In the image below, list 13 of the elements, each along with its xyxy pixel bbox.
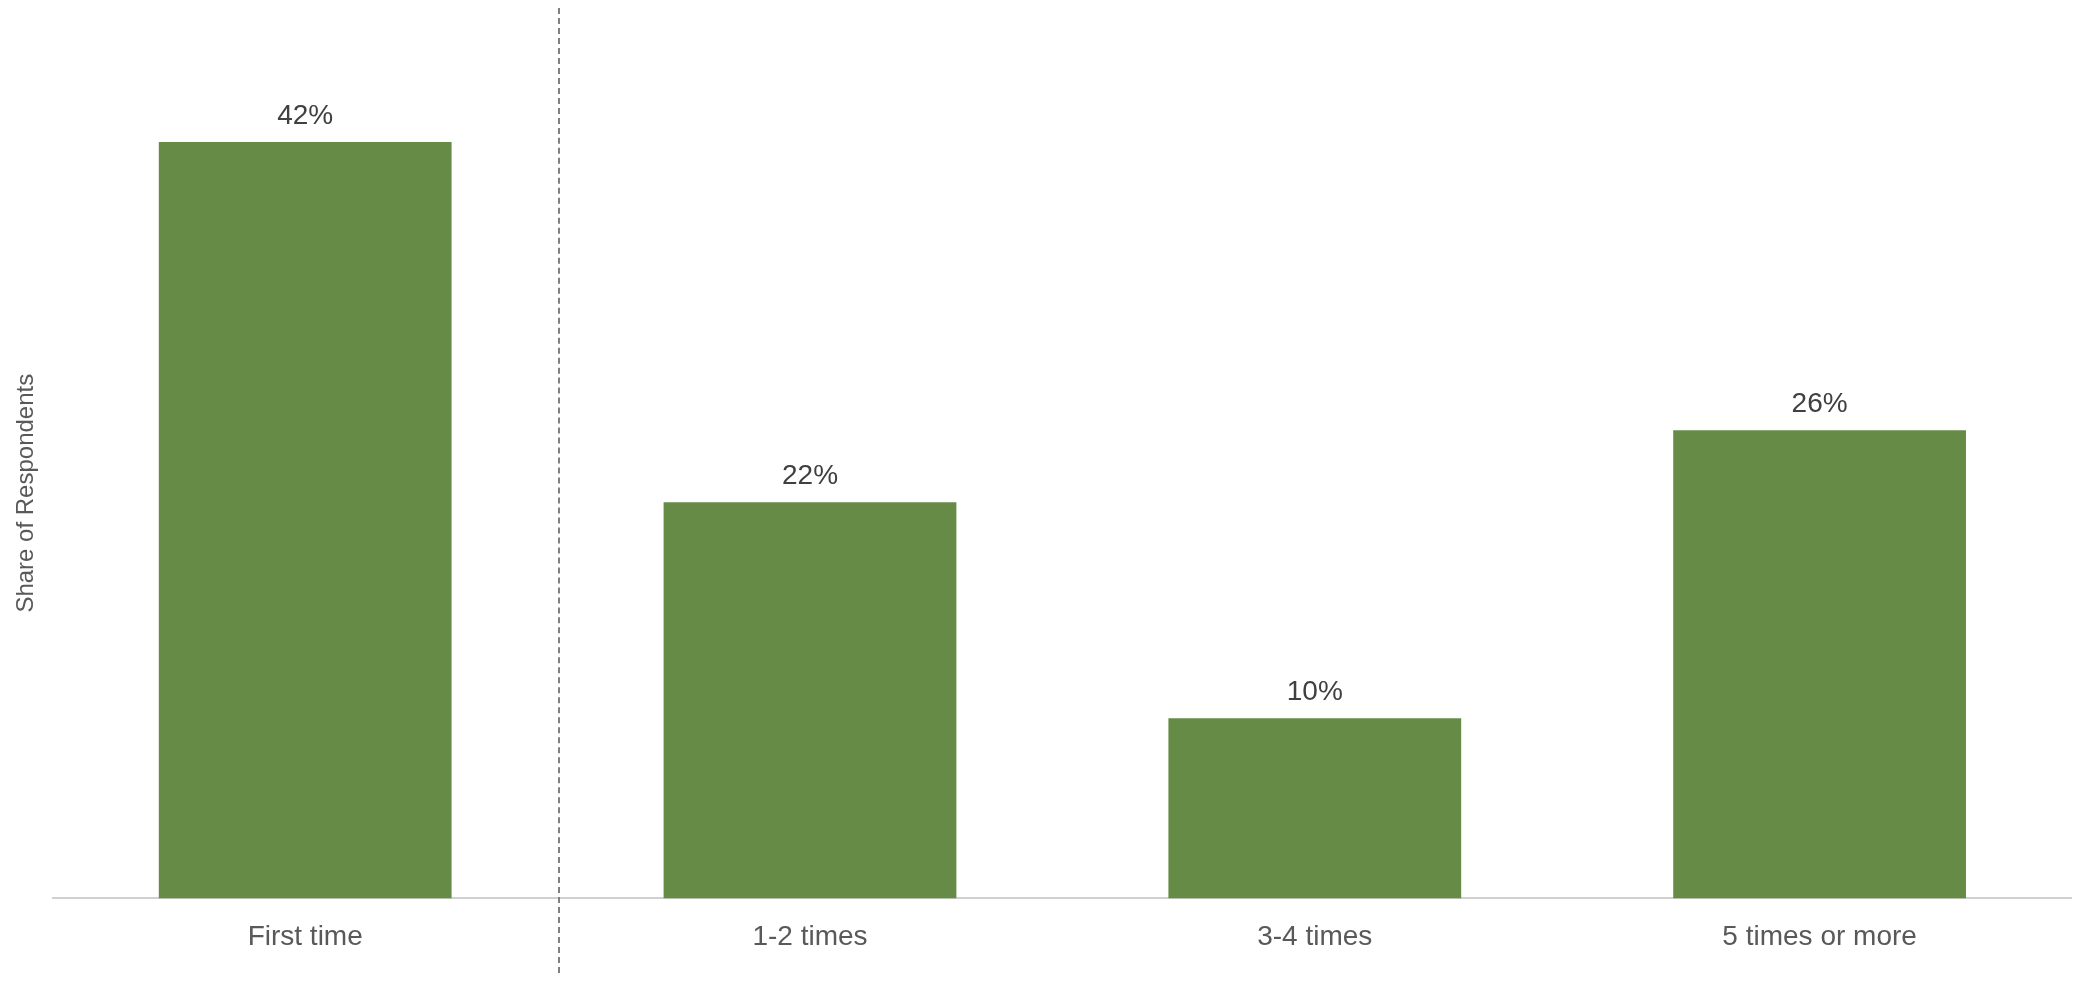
bar xyxy=(1673,430,1966,899)
y-axis-title: Share of Respondents xyxy=(11,373,39,613)
data-label: 10% xyxy=(1286,675,1343,707)
data-label: 26% xyxy=(1791,386,1848,418)
data-label: 42% xyxy=(277,98,334,130)
x-tick-label: First time xyxy=(247,919,363,951)
bar xyxy=(1168,718,1462,899)
bar xyxy=(158,142,452,899)
bar xyxy=(663,502,957,899)
x-tick-label: 1-2 times xyxy=(752,919,868,951)
x-tick-label: 5 times or more xyxy=(1722,919,1917,951)
x-tick-label: 3-4 times xyxy=(1257,919,1373,951)
data-label: 22% xyxy=(781,458,839,490)
